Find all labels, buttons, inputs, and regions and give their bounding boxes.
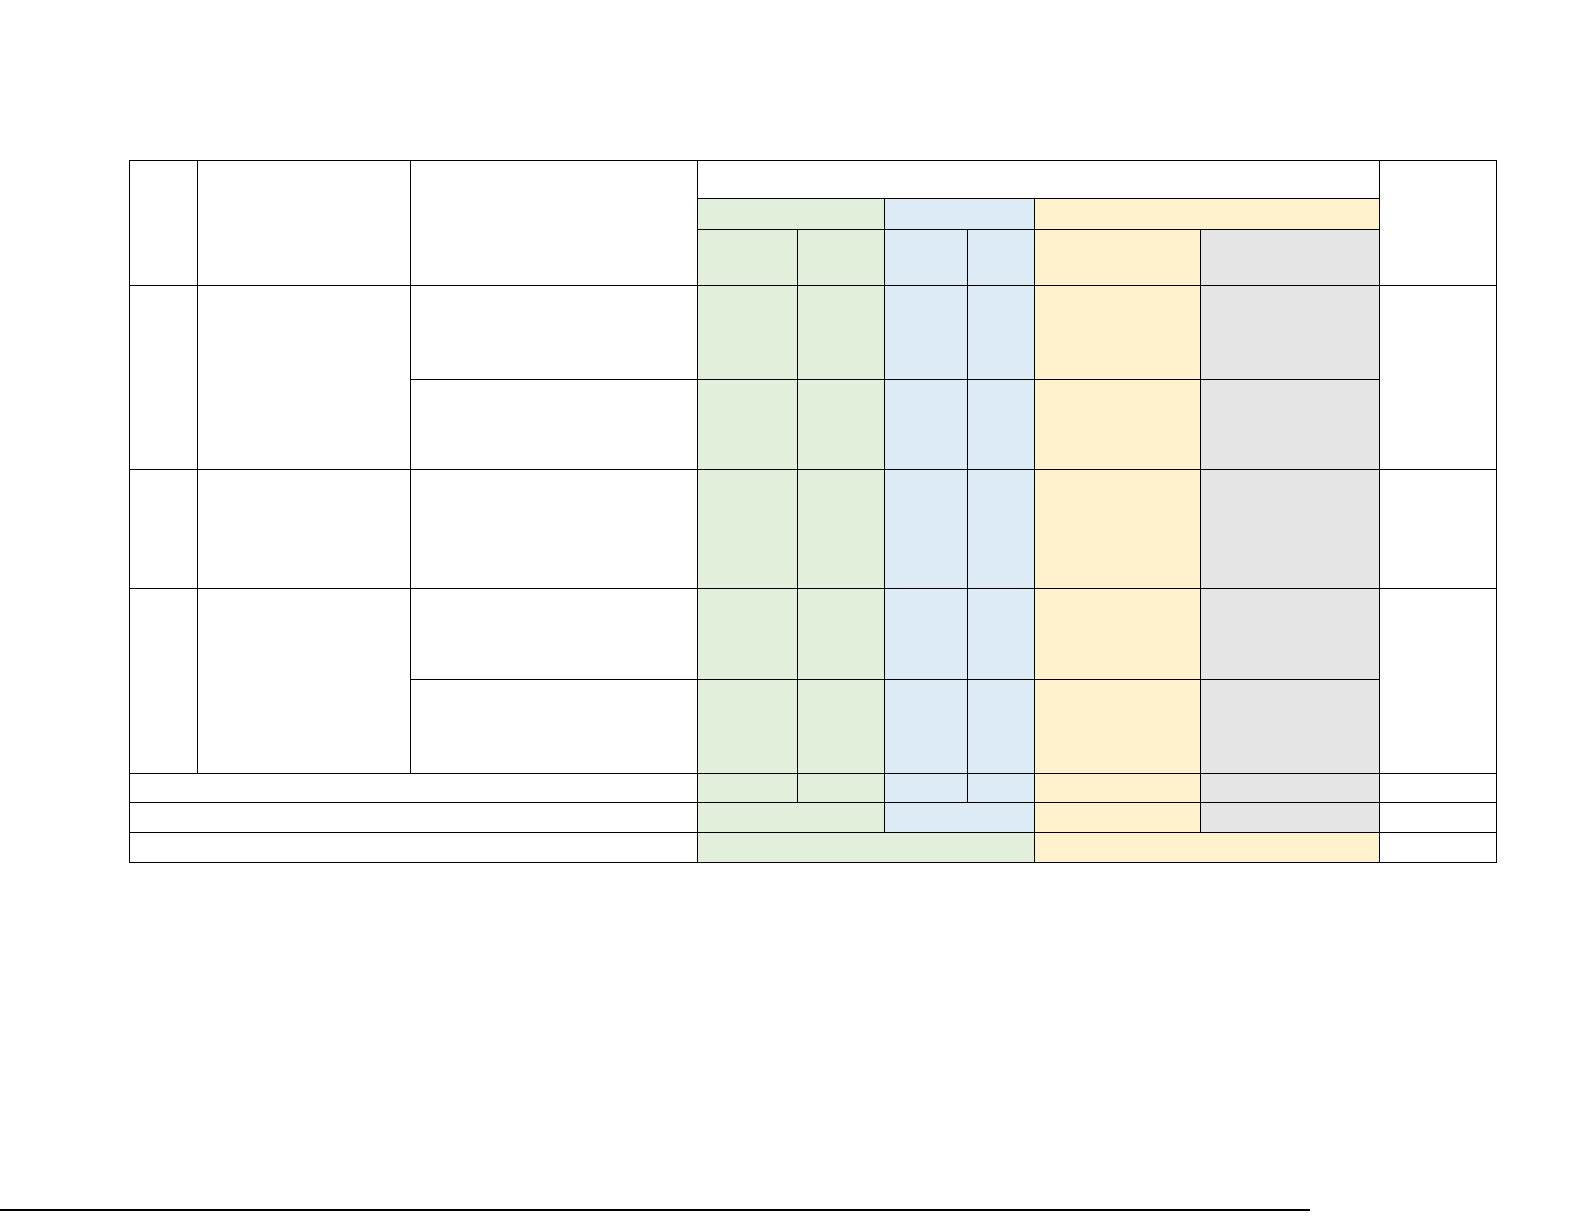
grand-total-label-cell xyxy=(129,832,698,863)
header-column-cell xyxy=(884,229,968,286)
data-cell xyxy=(1034,469,1201,589)
data-cell xyxy=(697,469,798,589)
subtotal-cell xyxy=(697,802,885,833)
header-column-cell xyxy=(967,229,1035,286)
header-subgroup-yellow xyxy=(1034,198,1380,230)
data-cell xyxy=(884,379,968,470)
total-cell xyxy=(1200,773,1380,803)
total-cell xyxy=(1379,773,1497,803)
row-description-cell xyxy=(410,379,698,470)
header-cell xyxy=(410,160,698,286)
header-cell xyxy=(197,160,411,286)
header-column-cell xyxy=(1200,229,1380,286)
data-cell xyxy=(967,379,1035,470)
subtotal-label-cell xyxy=(129,802,698,833)
data-cell xyxy=(884,285,968,380)
grand-total-cell xyxy=(697,832,1035,863)
row-number-cell xyxy=(129,588,198,774)
header-subgroup-green xyxy=(697,198,885,230)
data-cell xyxy=(884,588,968,680)
data-cell xyxy=(697,679,798,774)
page-bottom-rule xyxy=(0,1209,1310,1211)
subtotal-cell xyxy=(1379,802,1497,833)
data-cell xyxy=(967,285,1035,380)
total-cell xyxy=(967,773,1035,803)
data-cell xyxy=(797,588,885,680)
subtotal-cell xyxy=(1034,802,1201,833)
data-cell xyxy=(1200,285,1380,380)
total-cell xyxy=(1034,773,1201,803)
row-label-cell xyxy=(197,469,411,589)
header-cell xyxy=(1379,160,1497,286)
data-cell xyxy=(967,469,1035,589)
data-cell xyxy=(1034,379,1201,470)
row-number-cell xyxy=(129,469,198,589)
data-cell xyxy=(797,379,885,470)
header-column-cell xyxy=(1034,229,1201,286)
data-cell xyxy=(797,469,885,589)
row-remarks-cell xyxy=(1379,285,1497,470)
data-cell xyxy=(697,379,798,470)
data-cell xyxy=(1034,679,1201,774)
data-cell xyxy=(1200,469,1380,589)
data-cell xyxy=(967,679,1035,774)
data-cell xyxy=(797,285,885,380)
header-column-cell xyxy=(797,229,885,286)
data-cell xyxy=(1034,285,1201,380)
data-cell xyxy=(884,679,968,774)
total-label-cell xyxy=(129,773,698,803)
data-cell xyxy=(697,285,798,380)
row-description-cell xyxy=(410,469,698,589)
row-remarks-cell xyxy=(1379,588,1497,774)
data-cell xyxy=(697,588,798,680)
data-cell xyxy=(1034,588,1201,680)
row-description-cell xyxy=(410,679,698,774)
row-description-cell xyxy=(410,588,698,680)
total-cell xyxy=(797,773,885,803)
total-cell xyxy=(884,773,968,803)
data-cell xyxy=(884,469,968,589)
header-group-cell xyxy=(697,160,1380,199)
row-remarks-cell xyxy=(1379,469,1497,589)
data-cell xyxy=(797,679,885,774)
row-label-cell xyxy=(197,285,411,470)
row-number-cell xyxy=(129,285,198,470)
row-description-cell xyxy=(410,285,698,380)
header-column-cell xyxy=(697,229,798,286)
data-cell xyxy=(1200,679,1380,774)
grand-total-cell xyxy=(1034,832,1380,863)
data-cell xyxy=(967,588,1035,680)
grand-total-cell xyxy=(1379,832,1497,863)
row-label-cell xyxy=(197,588,411,774)
header-cell xyxy=(129,160,198,286)
subtotal-cell xyxy=(1200,802,1380,833)
data-cell xyxy=(1200,379,1380,470)
header-subgroup-blue xyxy=(884,198,1035,230)
total-cell xyxy=(697,773,798,803)
subtotal-cell xyxy=(884,802,1035,833)
data-cell xyxy=(1200,588,1380,680)
